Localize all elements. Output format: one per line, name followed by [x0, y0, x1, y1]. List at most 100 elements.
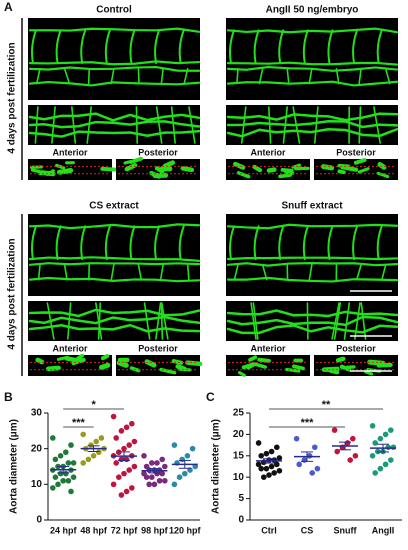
data-point	[57, 470, 64, 477]
data-point	[372, 470, 379, 476]
data-point	[159, 456, 165, 463]
vessel	[124, 162, 138, 172]
data-point	[162, 463, 168, 470]
data-point	[118, 492, 125, 498]
data-point	[90, 453, 97, 459]
vessel	[67, 302, 72, 340]
data-point	[123, 488, 130, 495]
vessel	[80, 225, 87, 261]
vessel	[226, 65, 399, 72]
vessel	[155, 106, 163, 144]
data-point	[126, 467, 132, 473]
vessel	[28, 112, 201, 122]
x-tick-label: 120 hpf	[169, 525, 202, 535]
vessel	[278, 173, 292, 179]
data-point	[63, 449, 69, 456]
vessel	[28, 80, 201, 87]
data-point	[146, 481, 152, 488]
vessel	[28, 27, 201, 33]
condition-title: CS extract	[89, 201, 139, 212]
vessel	[308, 264, 313, 281]
vessel	[352, 225, 359, 261]
vessel	[100, 166, 118, 172]
vessel	[252, 362, 267, 369]
vessel	[129, 225, 136, 261]
vessel	[154, 29, 161, 65]
data-point	[129, 420, 135, 427]
error-bar	[339, 441, 351, 451]
vessel	[350, 167, 358, 172]
y-tick-label: 25	[233, 408, 245, 419]
data-point	[159, 470, 165, 477]
region-label: Anterior	[250, 343, 286, 353]
vessel	[358, 106, 362, 144]
data-point	[347, 457, 354, 463]
data-point	[261, 474, 267, 481]
panel-label: C	[206, 390, 215, 404]
vessel	[226, 27, 399, 34]
vessel	[28, 323, 201, 333]
data-point	[301, 457, 308, 463]
y-axis-label: Aorta diameter (μm)	[211, 419, 222, 514]
vessel	[246, 362, 255, 370]
vessel	[302, 29, 309, 65]
vessel	[313, 106, 319, 144]
x-tick-label: CS	[301, 525, 314, 535]
vessel	[226, 112, 399, 122]
micrograph	[226, 18, 399, 100]
error-bar	[87, 445, 100, 453]
data-point	[154, 470, 160, 477]
region-label: Posterior	[336, 343, 376, 353]
vessel	[28, 65, 201, 72]
vessel	[28, 129, 201, 138]
vessel	[355, 264, 362, 281]
data-point	[382, 431, 389, 438]
data-point	[171, 442, 178, 448]
data-point	[80, 431, 86, 438]
data-point	[255, 440, 262, 446]
data-point	[156, 477, 163, 484]
data-point	[80, 460, 86, 466]
vessel	[143, 302, 151, 340]
data-point	[121, 445, 127, 452]
vessel	[339, 364, 352, 372]
data-point	[189, 445, 196, 452]
vessel	[144, 359, 157, 368]
vessel	[308, 68, 313, 85]
region-label: Posterior	[336, 147, 376, 157]
data-point	[131, 438, 138, 445]
data-point	[296, 461, 303, 468]
vessel	[104, 225, 111, 261]
vessel	[376, 362, 393, 368]
vessel	[226, 262, 399, 267]
vessel	[178, 29, 185, 65]
y-tick-label: 30	[31, 408, 43, 419]
vessel	[352, 29, 359, 65]
vessel	[284, 170, 295, 175]
data-point	[113, 460, 119, 466]
vessel	[252, 164, 263, 173]
micrograph	[28, 105, 201, 145]
y-tick-label: 5	[238, 493, 244, 504]
data-point	[57, 453, 64, 459]
data-point	[276, 455, 283, 461]
data-point	[382, 461, 389, 468]
vessel	[35, 68, 41, 85]
vessel	[31, 225, 37, 261]
vessel	[226, 223, 399, 230]
data-point	[52, 456, 59, 463]
vessel	[183, 68, 189, 85]
vessel	[343, 302, 351, 340]
vessel	[110, 264, 115, 281]
vessel	[56, 167, 74, 175]
data-point	[151, 481, 158, 488]
data-point	[352, 453, 359, 459]
x-tick-label: Snuff	[334, 525, 358, 535]
data-point	[312, 444, 318, 451]
y-tick-label: 20	[233, 429, 245, 440]
vessel	[233, 264, 239, 281]
data-point	[141, 453, 147, 459]
significance-label: ***	[72, 417, 86, 429]
y-axis-label: Aorta diameter (μm)	[9, 419, 20, 514]
vessel	[248, 355, 258, 362]
